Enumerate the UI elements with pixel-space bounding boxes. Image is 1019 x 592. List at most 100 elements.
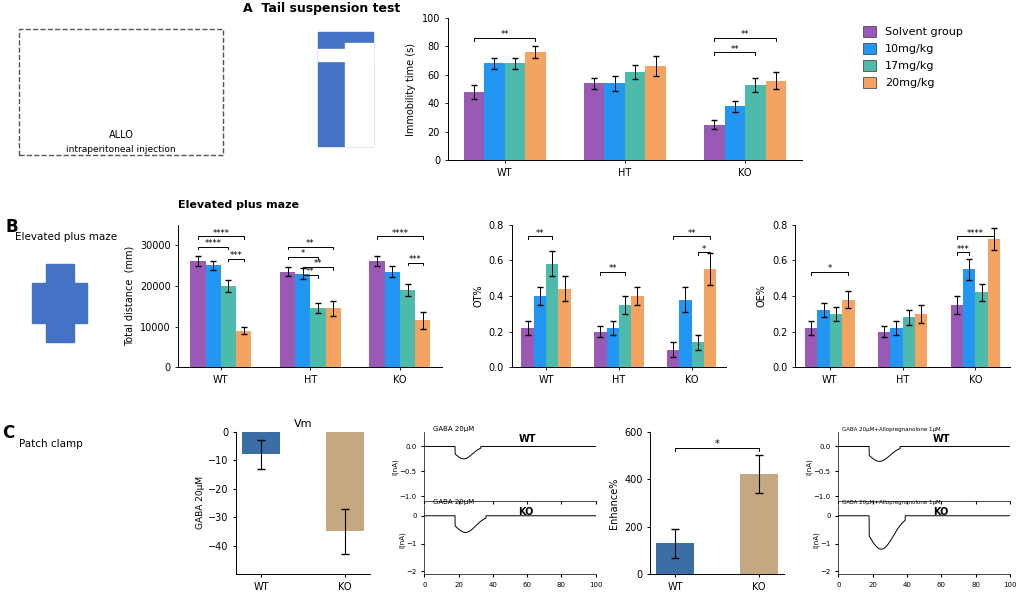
Text: Elevated plus maze: Elevated plus maze [15, 232, 117, 242]
Text: *: * [301, 249, 305, 258]
Bar [325, 308, 340, 368]
Bar [619, 305, 631, 368]
Text: GABA 20μM+Allopregnanolone 1μM: GABA 20μM+Allopregnanolone 1μM [841, 427, 940, 432]
Bar [703, 125, 723, 160]
Bar [33, 283, 87, 323]
Text: Elevated plus maze: Elevated plus maze [178, 200, 300, 210]
Text: ****: **** [966, 229, 983, 237]
Text: KO: KO [518, 507, 533, 517]
Y-axis label: OT%: OT% [473, 285, 483, 307]
Text: **: ** [500, 30, 508, 39]
Bar [279, 272, 294, 368]
Text: B: B [5, 217, 18, 236]
Bar [558, 289, 571, 368]
Text: WT: WT [931, 434, 950, 444]
Bar [914, 314, 926, 368]
Text: **: ** [314, 259, 322, 268]
Bar [533, 296, 545, 368]
Legend: Solvent group, 10mg/kg, 17mg/kg, 20mg/kg: Solvent group, 10mg/kg, 17mg/kg, 20mg/kg [859, 23, 964, 90]
Bar [765, 81, 786, 160]
Bar [369, 261, 384, 368]
Bar [902, 317, 914, 368]
Text: **: ** [306, 239, 314, 248]
Bar [294, 274, 310, 368]
Y-axis label: I(nA): I(nA) [398, 531, 405, 548]
Bar [221, 286, 235, 368]
Bar [816, 310, 829, 368]
Bar [679, 300, 691, 368]
Bar [464, 92, 484, 160]
Bar [691, 342, 703, 368]
Text: **: ** [740, 30, 749, 39]
Bar [326, 432, 363, 532]
Bar [525, 52, 545, 160]
Text: GABA 20μM: GABA 20μM [432, 426, 474, 432]
Bar [606, 328, 619, 368]
Bar [384, 272, 399, 368]
Text: GABA 20μM+Allopregnanolone 1μM: GABA 20μM+Allopregnanolone 1μM [841, 500, 940, 504]
Bar [631, 296, 643, 368]
Text: *: * [826, 264, 832, 274]
Bar [625, 72, 645, 160]
Bar [986, 239, 999, 368]
Bar [191, 261, 206, 368]
Text: Vm: Vm [293, 419, 312, 429]
Bar [829, 314, 842, 368]
Text: ****: **** [391, 229, 408, 237]
Text: ALLO: ALLO [108, 130, 133, 140]
Bar [877, 332, 890, 368]
Bar [842, 300, 854, 368]
Text: *: * [701, 244, 705, 254]
Y-axis label: GABA 20μM: GABA 20μM [197, 477, 205, 529]
Text: ***: *** [956, 244, 968, 254]
Bar [235, 331, 251, 368]
Bar [206, 265, 221, 368]
Bar [890, 328, 902, 368]
Y-axis label: Total distance  (mm): Total distance (mm) [124, 246, 135, 346]
Bar [545, 264, 558, 368]
Bar [521, 328, 533, 368]
Bar [666, 349, 679, 368]
Text: KO: KO [931, 507, 947, 517]
Bar [723, 106, 745, 160]
Text: WT: WT [518, 434, 536, 444]
Bar [703, 269, 715, 368]
Bar [740, 474, 776, 574]
Text: *: * [714, 439, 718, 449]
Bar [310, 308, 325, 368]
Text: **: ** [535, 229, 544, 237]
Bar [399, 290, 415, 368]
Text: ****: **** [205, 239, 221, 248]
Bar [593, 332, 606, 368]
Y-axis label: OE%: OE% [756, 285, 766, 307]
Y-axis label: I(nA): I(nA) [812, 531, 818, 548]
Bar [804, 328, 816, 368]
Bar [317, 49, 373, 60]
Bar [344, 43, 373, 146]
Text: A  Tail suspension test: A Tail suspension test [243, 2, 399, 15]
Bar [950, 305, 962, 368]
Text: Patch clamp: Patch clamp [18, 439, 83, 449]
Bar [656, 543, 693, 574]
Text: **: ** [730, 44, 739, 53]
Bar [645, 66, 665, 160]
Text: GABA 20μM: GABA 20μM [432, 498, 474, 504]
Bar [243, 432, 279, 455]
Text: intraperitoneal injection: intraperitoneal injection [66, 144, 175, 153]
Bar [415, 320, 430, 368]
Bar [962, 269, 974, 368]
Bar [317, 32, 373, 146]
Text: C: C [2, 424, 14, 442]
Bar [584, 83, 604, 160]
Text: ***: *** [409, 255, 421, 264]
Y-axis label: Immobility time (s): Immobility time (s) [406, 43, 416, 136]
Text: **: ** [608, 264, 616, 274]
Bar [604, 83, 625, 160]
Bar [46, 264, 73, 342]
Bar [504, 63, 525, 160]
Text: ****: **** [212, 229, 229, 237]
Bar [484, 63, 504, 160]
Y-axis label: I(nA): I(nA) [805, 458, 811, 475]
Text: **: ** [687, 229, 695, 237]
Text: ***: *** [229, 251, 243, 260]
